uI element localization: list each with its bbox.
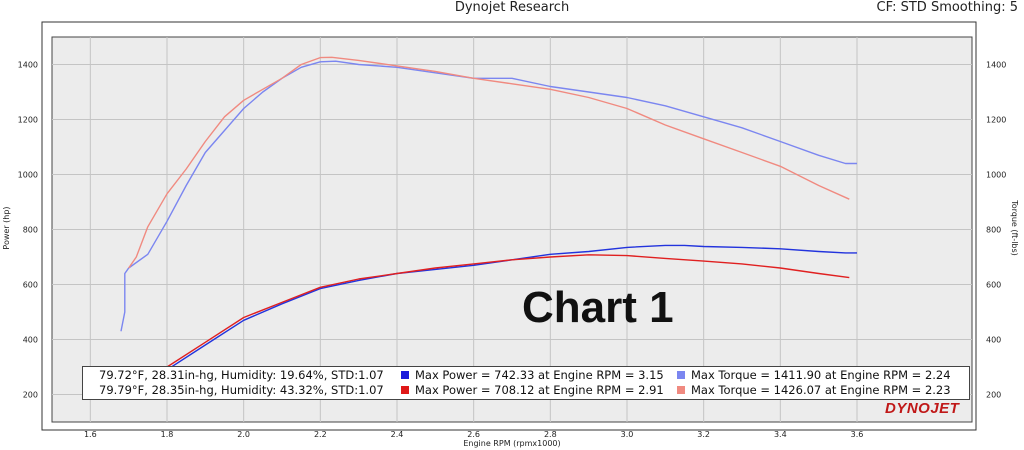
chart-annotation: Chart 1 xyxy=(522,283,674,332)
series-lines xyxy=(120,56,857,398)
x-tick: 1.8 xyxy=(161,430,174,439)
legend-max-power-text: Max Power = 742.33 at Engine RPM = 3.15 xyxy=(415,368,664,382)
legend-max-power: Max Power = 742.33 at Engine RPM = 3.15 xyxy=(401,368,664,383)
legend-max-torque: Max Torque = 1426.07 at Engine RPM = 2.2… xyxy=(677,383,951,398)
series-line-run1-torque xyxy=(120,60,857,332)
legend-max-torque: Max Torque = 1411.90 at Engine RPM = 2.2… xyxy=(677,368,951,383)
y-tick-right: 1000 xyxy=(986,171,1006,180)
series-line-run2-power xyxy=(128,254,850,396)
x-tick: 2.8 xyxy=(544,430,557,439)
x-tick: 3.0 xyxy=(621,430,634,439)
x-tick: 1.6 xyxy=(84,430,97,439)
chart-header-title: Dynojet Research xyxy=(454,0,570,15)
legend-max-power-text: Max Power = 708.12 at Engine RPM = 2.91 xyxy=(415,383,664,397)
y-tick-right: 600 xyxy=(986,281,1001,290)
run2-torque-swatch xyxy=(677,386,685,394)
x-tick: 3.2 xyxy=(697,430,710,439)
legend-conditions: 79.79°F, 28.35in-hg, Humidity: 43.32%, S… xyxy=(99,383,384,397)
y-axis-left-ticks: 200 400 600 800 1000 1200 1400 xyxy=(18,61,38,400)
legend-max-power: Max Power = 708.12 at Engine RPM = 2.91 xyxy=(401,383,664,398)
x-tick: 2.6 xyxy=(467,430,480,439)
y-tick-left: 200 xyxy=(23,391,38,400)
x-axis-label: Engine RPM (rpmx1000) xyxy=(463,439,560,448)
legend-max-torque-text: Max Torque = 1426.07 at Engine RPM = 2.2… xyxy=(691,383,951,397)
y-tick-left: 400 xyxy=(23,336,38,345)
y-axis-left-label: Power (hp) xyxy=(2,206,11,249)
y-axis-right-label: Torque (ft-lbs) xyxy=(1010,199,1019,256)
run1-torque-swatch xyxy=(677,371,685,379)
y-tick-right: 200 xyxy=(986,391,1001,400)
y-axis-right-ticks: 200 400 600 800 1000 1200 1400 xyxy=(986,61,1006,400)
x-tick: 2.4 xyxy=(391,430,404,439)
grid-lines xyxy=(52,37,972,422)
x-tick: 3.4 xyxy=(774,430,787,439)
y-tick-right: 400 xyxy=(986,336,1001,345)
dynojet-logo: DYNOJET xyxy=(885,400,960,417)
x-tick: 2.2 xyxy=(314,430,327,439)
legend-max-torque-text: Max Torque = 1411.90 at Engine RPM = 2.2… xyxy=(691,368,951,382)
x-axis-ticks: 1.6 1.8 2.0 2.2 2.4 2.6 2.8 3.0 3.2 3.4 3.6 xyxy=(84,430,863,439)
y-tick-left: 1000 xyxy=(18,171,38,180)
series-line-run2-torque xyxy=(128,56,850,269)
y-tick-left: 800 xyxy=(23,226,38,235)
x-tick: 3.6 xyxy=(851,430,864,439)
y-tick-left: 600 xyxy=(23,281,38,290)
correction-smoothing-label: CF: STD Smoothing: 5 xyxy=(876,0,1018,15)
y-tick-right: 1400 xyxy=(986,61,1006,70)
run2-power-swatch xyxy=(401,386,409,394)
y-tick-right: 1200 xyxy=(986,116,1006,125)
legend-box: 79.72°F, 28.31in-hg, Humidity: 19.64%, S… xyxy=(82,366,970,400)
x-tick: 2.0 xyxy=(237,430,250,439)
y-tick-left: 1200 xyxy=(18,116,38,125)
y-tick-left: 1400 xyxy=(18,61,38,70)
run1-power-swatch xyxy=(401,371,409,379)
outer-plot-frame xyxy=(41,21,977,431)
y-tick-right: 800 xyxy=(986,226,1001,235)
legend-conditions: 79.72°F, 28.31in-hg, Humidity: 19.64%, S… xyxy=(99,368,384,382)
